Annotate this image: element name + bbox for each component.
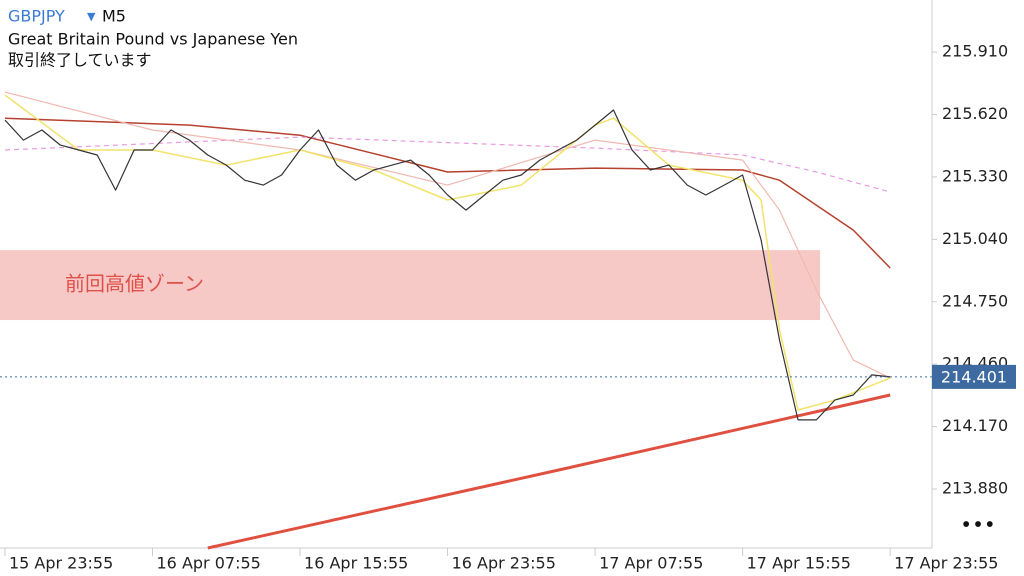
zone-label: 前回高値ゾーン: [65, 272, 204, 296]
x-tick-label: 17 Apr 15:55: [747, 554, 851, 573]
price-line: [207, 393, 891, 550]
y-tick-label: 214.750: [942, 291, 1008, 310]
x-tick-label: 17 Apr 23:55: [894, 554, 998, 573]
status: 取引終了しています: [8, 51, 152, 70]
y-tick-label: 214.170: [942, 416, 1008, 435]
x-tick-label: 15 Apr 23:55: [9, 554, 113, 573]
y-tick-label: 213.880: [942, 479, 1008, 498]
x-tick-label: 16 Apr 23:55: [452, 554, 556, 573]
price-line: [4, 117, 891, 269]
x-tick-label: 16 Apr 07:55: [157, 554, 261, 573]
y-tick-label: 215.910: [942, 42, 1008, 61]
x-tick-label: 17 Apr 07:55: [599, 554, 703, 573]
y-tick-label: 215.620: [942, 104, 1008, 123]
current-price-box: [932, 364, 1016, 389]
symbol[interactable]: GBPJPY: [8, 7, 65, 26]
y-tick-label: 215.040: [942, 229, 1008, 248]
timeframe[interactable]: M5: [102, 7, 126, 26]
more-button[interactable]: •••: [960, 513, 995, 537]
x-tick-label: 16 Apr 15:55: [304, 554, 408, 573]
description: Great Britain Pound vs Japanese Yen: [8, 30, 298, 49]
price-line: [4, 109, 891, 421]
price-line: [4, 136, 891, 193]
price-line: [4, 91, 891, 379]
dropdown-icon[interactable]: ▼: [87, 10, 96, 23]
y-tick-label: 215.330: [942, 166, 1008, 185]
price-zone: [0, 250, 821, 321]
current-price-label: 214.401: [941, 367, 1007, 386]
